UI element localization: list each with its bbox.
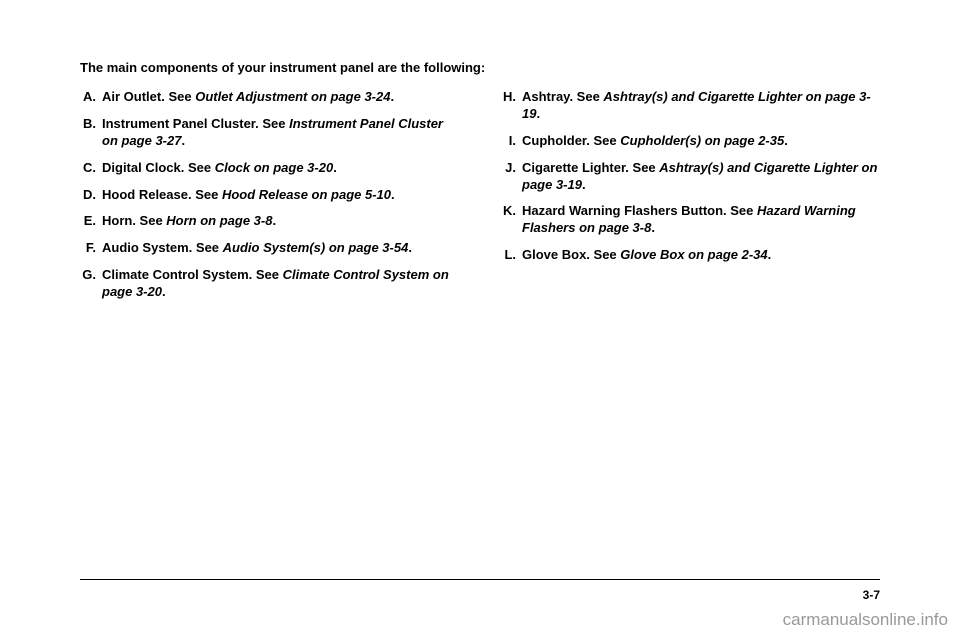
item-label: Digital Clock. See (102, 160, 215, 175)
item-tail: . (333, 160, 337, 175)
left-column: A.Air Outlet. See Outlet Adjustment on p… (80, 89, 460, 311)
item-tail: . (768, 247, 772, 262)
item-label: Horn. See (102, 213, 166, 228)
item-tail: . (181, 133, 185, 148)
item-content: Glove Box. See Glove Box on page 2-34. (522, 247, 880, 264)
item-tail: . (272, 213, 276, 228)
item-content: Digital Clock. See Clock on page 3-20. (102, 160, 460, 177)
item-reference: Horn on page 3-8 (166, 213, 272, 228)
item-content: Ashtray. See Ashtray(s) and Cigarette Li… (522, 89, 880, 123)
item-letter: G. (80, 267, 102, 301)
item-label: Hazard Warning Flashers Button. See (522, 203, 757, 218)
item-label: Hood Release. See (102, 187, 222, 202)
item-reference: Hood Release on page 5-10 (222, 187, 391, 202)
item-letter: C. (80, 160, 102, 177)
list-item: E.Horn. See Horn on page 3-8. (80, 213, 460, 230)
item-letter: A. (80, 89, 102, 106)
list-item: J.Cigarette Lighter. See Ashtray(s) and … (500, 160, 880, 194)
item-label: Cupholder. See (522, 133, 620, 148)
item-reference: Audio System(s) on page 3-54 (223, 240, 409, 255)
list-item: B.Instrument Panel Cluster. See Instrume… (80, 116, 460, 150)
right-column: H.Ashtray. See Ashtray(s) and Cigarette … (500, 89, 880, 311)
item-content: Cupholder. See Cupholder(s) on page 2-35… (522, 133, 880, 150)
item-letter: F. (80, 240, 102, 257)
item-content: Audio System. See Audio System(s) on pag… (102, 240, 460, 257)
item-content: Cigarette Lighter. See Ashtray(s) and Ci… (522, 160, 880, 194)
item-reference: Clock on page 3-20 (215, 160, 333, 175)
list-item: K.Hazard Warning Flashers Button. See Ha… (500, 203, 880, 237)
item-label: Ashtray. See (522, 89, 603, 104)
list-item: H.Ashtray. See Ashtray(s) and Cigarette … (500, 89, 880, 123)
item-tail: . (536, 106, 540, 121)
item-label: Cigarette Lighter. See (522, 160, 659, 175)
item-label: Instrument Panel Cluster. See (102, 116, 289, 131)
watermark: carmanualsonline.info (783, 610, 948, 630)
item-tail: . (390, 89, 394, 104)
item-tail: . (408, 240, 412, 255)
item-reference: Outlet Adjustment on page 3-24 (195, 89, 390, 104)
item-letter: J. (500, 160, 522, 194)
item-content: Hood Release. See Hood Release on page 5… (102, 187, 460, 204)
item-label: Climate Control System. See (102, 267, 283, 282)
item-label: Glove Box. See (522, 247, 620, 262)
item-content: Air Outlet. See Outlet Adjustment on pag… (102, 89, 460, 106)
page-number: 3-7 (863, 588, 880, 602)
item-letter: L. (500, 247, 522, 264)
item-tail: . (162, 284, 166, 299)
item-reference: Cupholder(s) on page 2-35 (620, 133, 784, 148)
item-tail: . (582, 177, 586, 192)
list-item: F.Audio System. See Audio System(s) on p… (80, 240, 460, 257)
item-letter: H. (500, 89, 522, 123)
list-item: D.Hood Release. See Hood Release on page… (80, 187, 460, 204)
item-reference: Glove Box on page 2-34 (620, 247, 767, 262)
component-list: A.Air Outlet. See Outlet Adjustment on p… (80, 89, 880, 311)
item-letter: K. (500, 203, 522, 237)
list-item: G.Climate Control System. See Climate Co… (80, 267, 460, 301)
item-tail: . (391, 187, 395, 202)
item-content: Instrument Panel Cluster. See Instrument… (102, 116, 460, 150)
item-content: Hazard Warning Flashers Button. See Haza… (522, 203, 880, 237)
list-item: C.Digital Clock. See Clock on page 3-20. (80, 160, 460, 177)
list-item: L.Glove Box. See Glove Box on page 2-34. (500, 247, 880, 264)
item-tail: . (784, 133, 788, 148)
item-tail: . (651, 220, 655, 235)
intro-text: The main components of your instrument p… (80, 60, 880, 75)
item-content: Horn. See Horn on page 3-8. (102, 213, 460, 230)
item-letter: I. (500, 133, 522, 150)
item-letter: D. (80, 187, 102, 204)
item-letter: B. (80, 116, 102, 150)
list-item: I.Cupholder. See Cupholder(s) on page 2-… (500, 133, 880, 150)
item-label: Air Outlet. See (102, 89, 195, 104)
footer-rule (80, 579, 880, 580)
item-label: Audio System. See (102, 240, 223, 255)
item-content: Climate Control System. See Climate Cont… (102, 267, 460, 301)
list-item: A.Air Outlet. See Outlet Adjustment on p… (80, 89, 460, 106)
item-letter: E. (80, 213, 102, 230)
